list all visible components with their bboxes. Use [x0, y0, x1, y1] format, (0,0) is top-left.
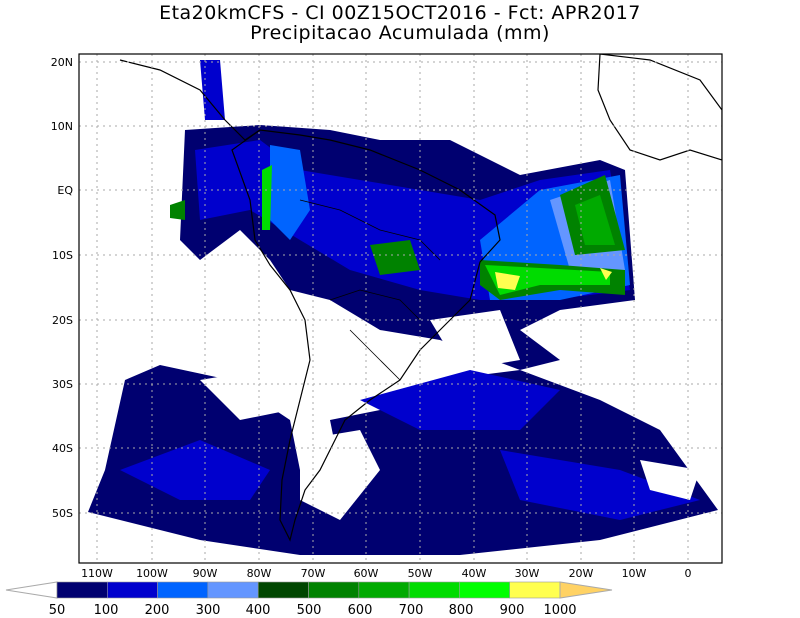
precip-region-g1: [370, 240, 420, 275]
map-subtitle: Precipitacao Acumulada (mm): [250, 22, 550, 44]
precip-region-mid: [500, 450, 700, 520]
lat-label: 10N: [51, 120, 73, 133]
lat-label: EQ: [57, 184, 73, 197]
dry-region: [640, 460, 700, 500]
lat-label: 20N: [51, 56, 73, 69]
dry-region: [300, 430, 380, 520]
lon-label: 20W: [569, 567, 594, 580]
precip-region-g2: [575, 195, 615, 245]
colorbar-label: 700: [399, 603, 424, 618]
precip-region-g3: [485, 265, 610, 295]
map-frame: [78, 53, 723, 564]
precip-region-low: [200, 60, 225, 120]
lon-label: 70W: [301, 567, 326, 580]
colorbar-swatch: [56, 581, 108, 599]
dry-region: [430, 310, 520, 370]
colorbar-label: 200: [145, 603, 170, 618]
precip-region-mid: [360, 370, 560, 430]
colorbar-below-triangle: [5, 581, 58, 599]
lat-label: 40S: [52, 442, 73, 455]
colorbar-swatch: [107, 581, 158, 599]
dry-region: [200, 370, 290, 420]
lon-label: 100W: [136, 567, 168, 580]
precip-region-g1: [170, 200, 185, 220]
lon-label: 90W: [193, 567, 218, 580]
colorbar-label: 50: [49, 603, 66, 618]
precip-region-y: [495, 272, 520, 290]
lat-labels: 20N 10N EQ 10S 20S 30S 40S 50S: [51, 56, 74, 520]
colorbar-label: 800: [449, 603, 474, 618]
colorbar-swatch: [509, 581, 561, 599]
colorbar-swatch: [207, 581, 259, 599]
colorbar-swatch: [358, 581, 410, 599]
colorbar-swatch: [408, 581, 460, 599]
precip-region-mid: [120, 440, 270, 500]
precip-region-g3: [262, 165, 272, 230]
graticule: [79, 54, 722, 563]
colorbar-swatch: [257, 581, 309, 599]
lon-label: 40W: [462, 567, 487, 580]
colorbar-labels: 50 100 200 300 400 500 600 700 800 900 1…: [49, 603, 577, 618]
colorbar-label: 500: [297, 603, 322, 618]
colorbar-label: 600: [348, 603, 373, 618]
lat-label: 10S: [52, 249, 73, 262]
coastline-south-america: [231, 129, 501, 542]
lon-label: 80W: [247, 567, 272, 580]
precip-field: [88, 54, 722, 555]
country-borders: [299, 199, 441, 381]
map-title: Eta20kmCFS - CI 00Z15OCT2016 - Fct: APR2…: [159, 2, 641, 24]
colorbar-above-triangle: [559, 581, 613, 599]
precip-region-y: [600, 268, 612, 280]
lat-label: 30S: [52, 378, 73, 391]
lon-label: 110W: [81, 567, 113, 580]
colorbar-label: 400: [246, 603, 271, 618]
colorbar-label: 900: [500, 603, 525, 618]
colorbar: [5, 581, 613, 599]
precip-region-high: [270, 145, 310, 240]
colorbar-label: 100: [94, 603, 119, 618]
colorbar-swatch: [308, 581, 360, 599]
lon-labels: 110W 100W 90W 80W 70W 60W 50W 40W 30W 20…: [81, 567, 691, 580]
lon-label: 50W: [408, 567, 433, 580]
lon-label: 0: [685, 567, 692, 580]
lon-label: 30W: [515, 567, 540, 580]
colorbar-label: 300: [196, 603, 221, 618]
lat-label: 20S: [52, 314, 73, 327]
colorbar-label: 1000: [543, 603, 576, 618]
colorbar-swatch: [157, 581, 209, 599]
coastline-central-america: [119, 59, 261, 141]
lon-label: 60W: [354, 567, 379, 580]
colorbar-swatch: [459, 581, 510, 599]
coastline-africa: [597, 54, 722, 161]
lon-label: 10W: [622, 567, 647, 580]
lat-label: 50S: [52, 507, 73, 520]
